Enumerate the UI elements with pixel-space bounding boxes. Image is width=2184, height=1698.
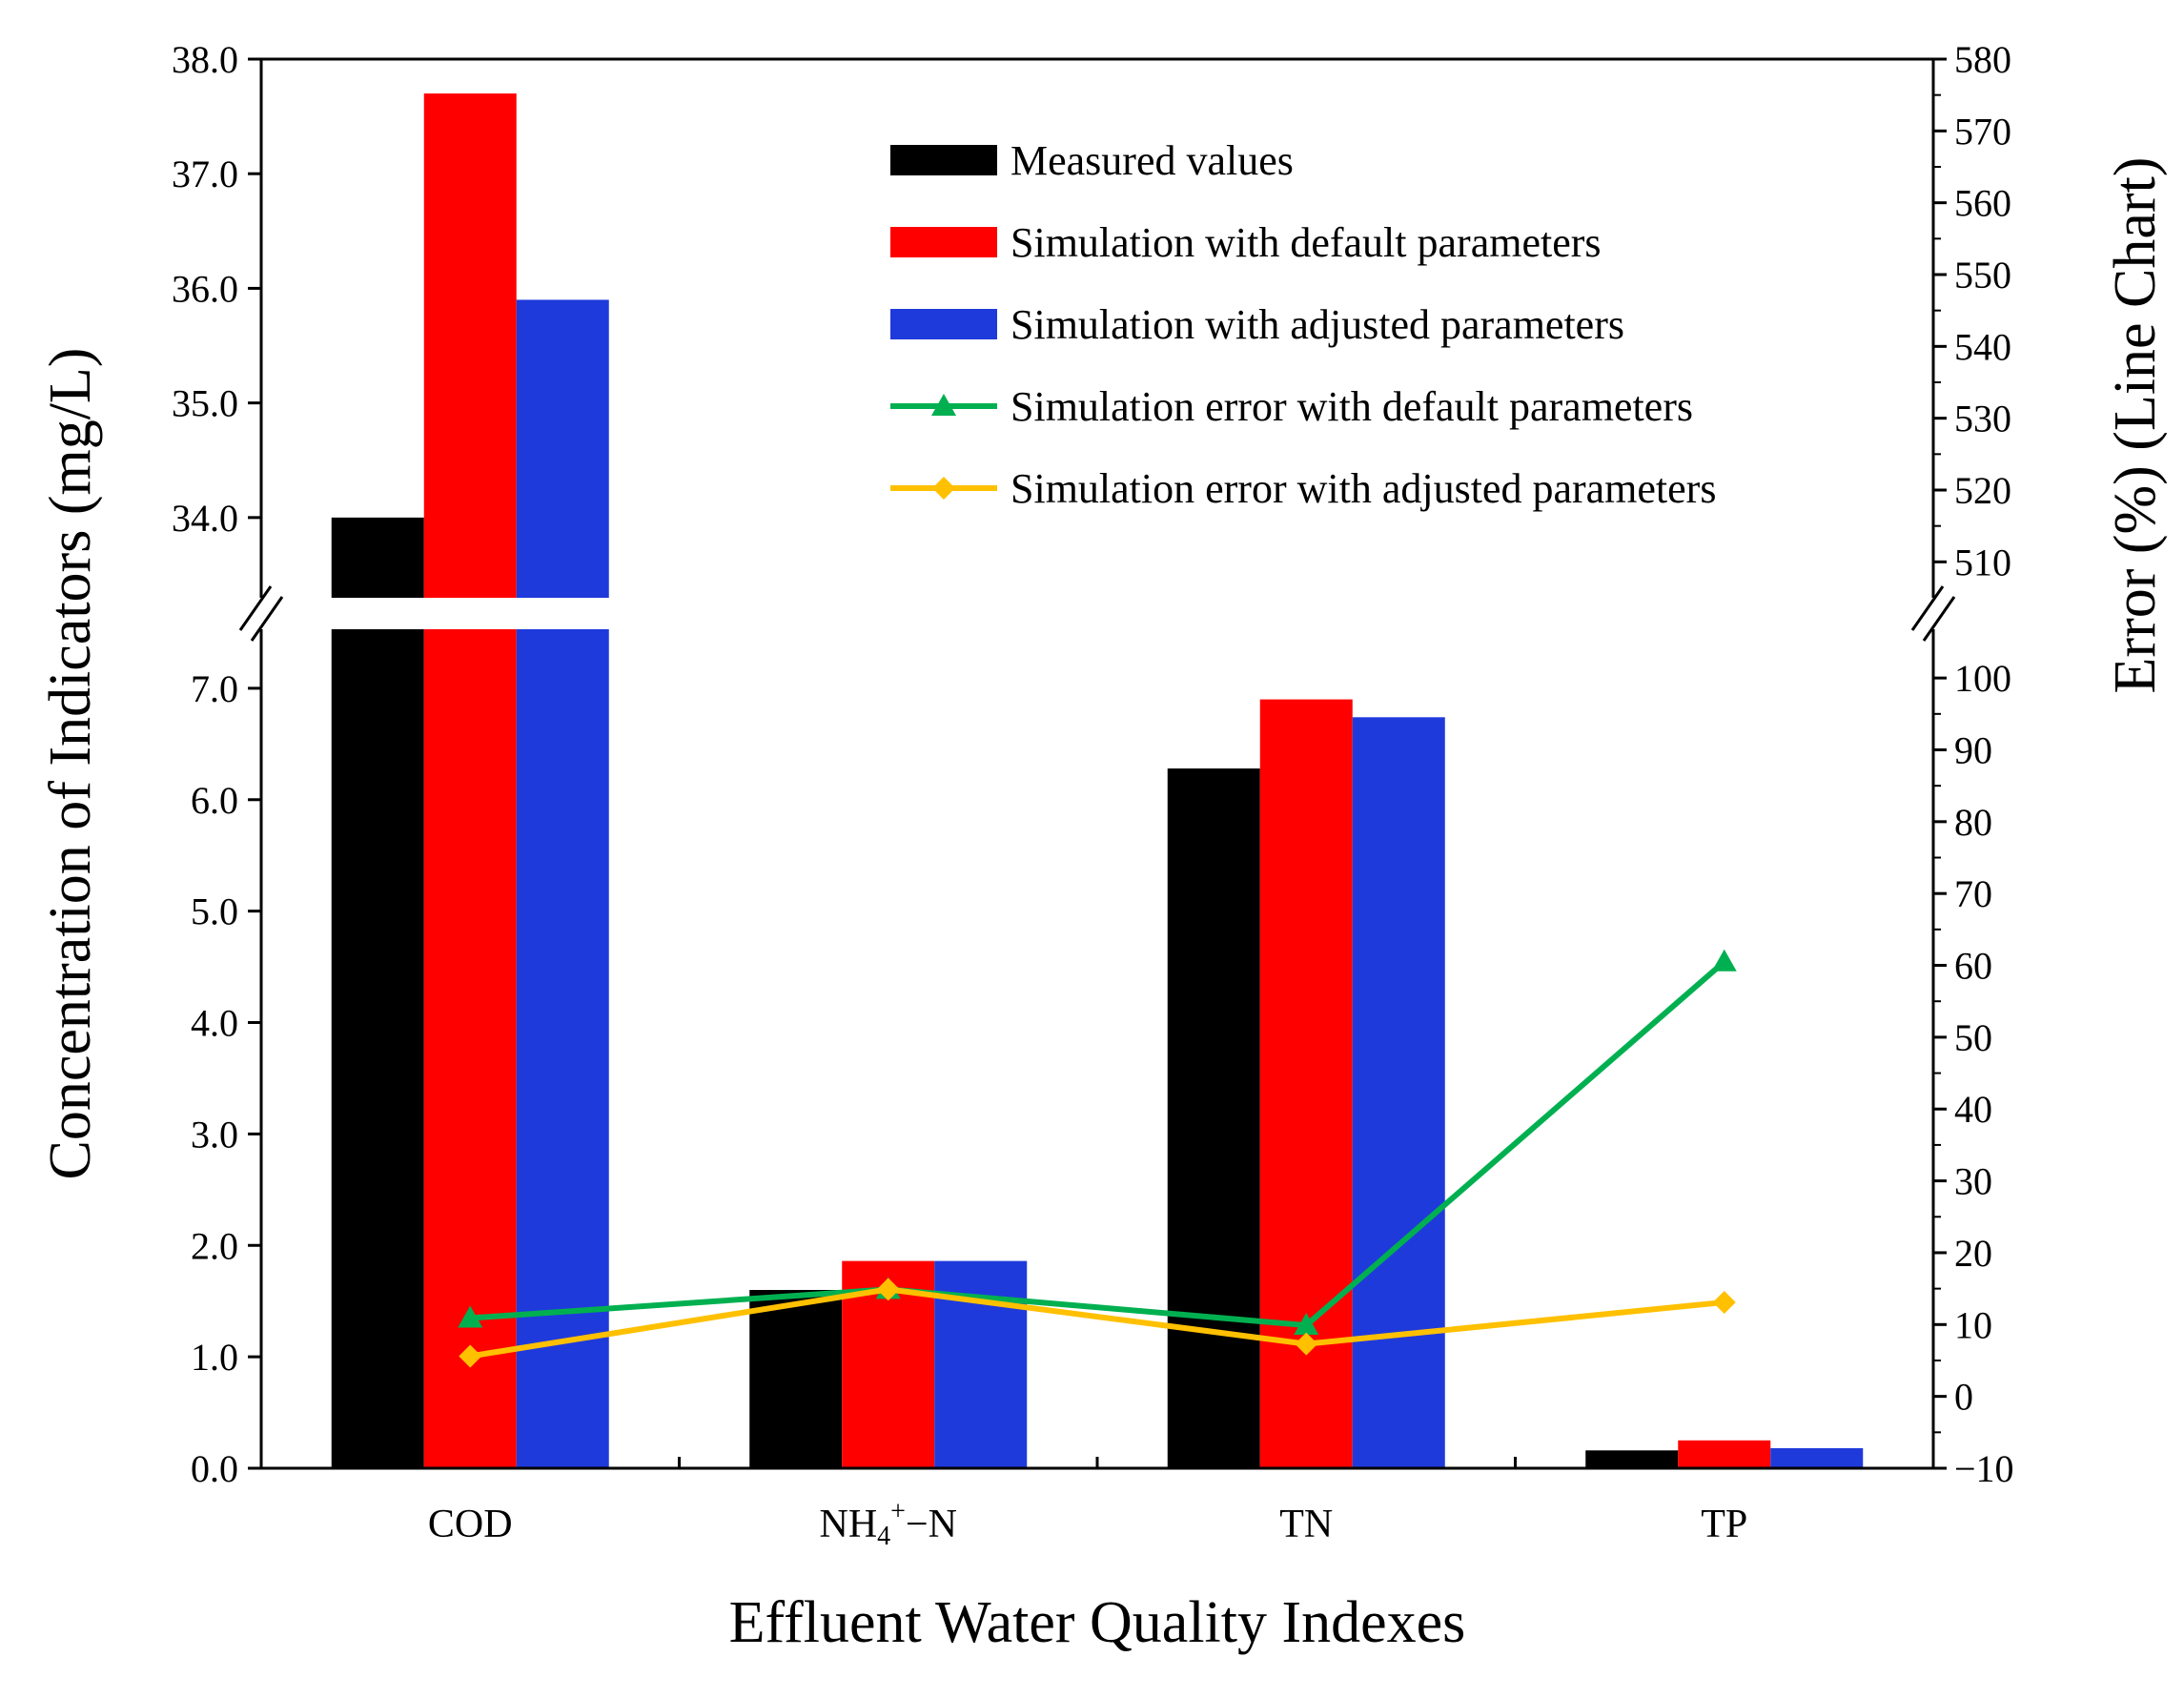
y2-tick-label: 30	[1954, 1160, 1992, 1203]
line-simulation-error-with-default-parameters	[470, 959, 1726, 1329]
legend-label: Simulation with adjusted parameters	[1010, 301, 1624, 348]
y-tick-label: 6.0	[191, 779, 238, 822]
y2-tick-label: 10	[1954, 1303, 1992, 1346]
axis-break-mark-right-1	[1910, 585, 1945, 631]
y2-tick-label: 90	[1954, 728, 1992, 771]
bar-simulation-with-adjusted-parameters-0	[516, 299, 609, 1469]
y2-tick-label: −10	[1954, 1447, 2014, 1490]
y2-tick-label: 570	[1954, 110, 2011, 153]
y2-tick-label: 20	[1954, 1232, 1992, 1275]
y-tick-label: 2.0	[191, 1224, 238, 1267]
bar-measured-values-2	[1167, 768, 1260, 1468]
y-tick-label: 35.0	[172, 382, 238, 425]
marker-simulation-error-with-default-parameters-3	[1711, 949, 1737, 972]
line-simulation-error-with-adjusted-parameters	[469, 1286, 1725, 1360]
y-tick-label: 3.0	[191, 1113, 238, 1156]
marker-simulation-error-with-adjusted-parameters-1	[876, 1278, 900, 1301]
legend-marker	[932, 477, 955, 500]
y-axis-title: Concentration of Indicators (mg/L)	[38, 348, 103, 1180]
marker-simulation-error-with-adjusted-parameters-2	[1295, 1332, 1318, 1356]
legend-swatch	[890, 145, 997, 175]
y-tick-label: 0.0	[191, 1447, 238, 1490]
y2-tick-label: 520	[1954, 469, 2011, 512]
y-tick-label: 4.0	[191, 1002, 238, 1045]
y2-tick-label: 60	[1954, 945, 1992, 988]
legend-label: Simulation with default parameters	[1010, 219, 1602, 266]
y-tick-label: 1.0	[191, 1336, 238, 1379]
legend-swatch	[890, 309, 997, 339]
y-tick-label: 38.0	[172, 38, 238, 81]
y2-axis-title: Error (%) (Line Chart)	[2103, 157, 2168, 694]
y2-tick-label: 530	[1954, 398, 2011, 440]
marker-simulation-error-with-adjusted-parameters-3	[1712, 1290, 1736, 1314]
x-axis-title: Effluent Water Quality Indexes	[729, 1590, 1466, 1655]
y-tick-label: 7.0	[191, 667, 238, 710]
y2-tick-label: 40	[1954, 1088, 1992, 1131]
bar-measured-values-0	[331, 517, 424, 1468]
y2-tick-label: 70	[1954, 872, 1992, 915]
y2-tick-label: 0	[1954, 1376, 1973, 1419]
y-tick-label: 34.0	[172, 497, 238, 540]
legend-swatch	[890, 227, 997, 257]
y2-tick-label: 540	[1954, 325, 2011, 368]
marker-simulation-error-with-default-parameters-0	[458, 1305, 483, 1328]
bar-simulation-with-default-parameters-0	[423, 93, 517, 1468]
y-tick-label: 5.0	[191, 890, 238, 933]
legend-marker	[931, 394, 956, 416]
y-tick-label: 37.0	[172, 153, 238, 195]
y2-tick-label: 580	[1954, 38, 2011, 81]
bar-simulation-with-adjusted-parameters-2	[1352, 717, 1445, 1468]
axis-break-mark-left-1	[238, 585, 273, 631]
y2-tick-label: 550	[1954, 254, 2011, 297]
bar-simulation-with-default-parameters-3	[1678, 1440, 1771, 1468]
y2-tick-label: 510	[1954, 541, 2011, 583]
legend-label: Measured values	[1010, 137, 1294, 184]
axis-break-band	[259, 598, 1935, 629]
legend-label: Simulation error with default parameters	[1010, 383, 1693, 430]
bar-measured-values-3	[1585, 1450, 1679, 1468]
axis-break-mark-left-2	[250, 596, 284, 642]
x-tick-label: TN	[1279, 1503, 1333, 1546]
axis-break-mark-right-2	[1922, 596, 1956, 642]
x-tick-label: COD	[428, 1503, 513, 1546]
bar-simulation-with-adjusted-parameters-3	[1770, 1447, 1864, 1468]
x-tick-label: TP	[1701, 1503, 1747, 1546]
y2-tick-label: 80	[1954, 801, 1992, 844]
y2-tick-label: 50	[1954, 1016, 1992, 1059]
y2-tick-label: 560	[1954, 182, 2011, 225]
x-tick-label: NH4+−N	[820, 1497, 958, 1551]
y2-tick-label: 100	[1954, 657, 2011, 700]
bar-measured-values-1	[749, 1290, 843, 1468]
y-tick-label: 36.0	[172, 267, 238, 310]
marker-simulation-error-with-default-parameters-2	[1294, 1313, 1319, 1336]
marker-simulation-error-with-adjusted-parameters-0	[459, 1344, 482, 1368]
legend-label: Simulation error with adjusted parameter…	[1010, 465, 1716, 512]
